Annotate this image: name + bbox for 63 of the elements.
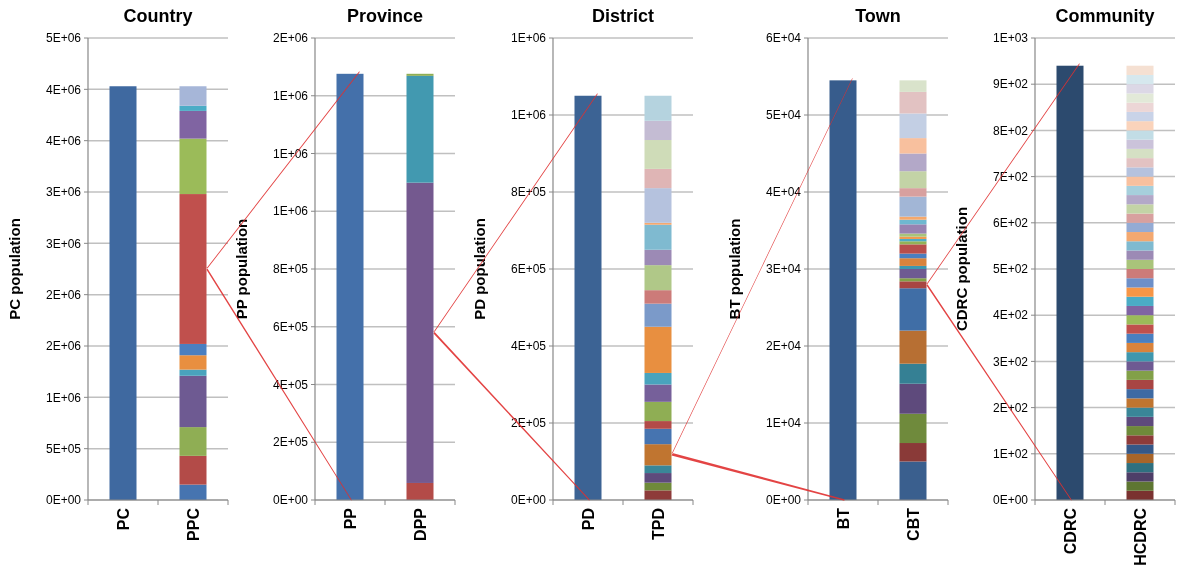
- x-tick-label: HCDRC: [1131, 507, 1149, 566]
- y-tick-label: 2E+02: [992, 400, 1029, 415]
- chart-title: Country: [123, 6, 193, 26]
- x-tick-label: CDRC: [1061, 507, 1079, 555]
- y-tick-label: 6E+05: [272, 319, 309, 334]
- y-tick-label: 4E+06: [45, 82, 82, 97]
- x-tick-label: BT: [834, 507, 852, 530]
- y-tick-label: 8E+05: [510, 185, 547, 200]
- y-tick-label: 9E+02: [992, 77, 1029, 92]
- y-tick-label: 6E+04: [765, 31, 802, 46]
- chart-title: District: [591, 6, 655, 26]
- y-tick-label: 3E+06: [45, 236, 82, 251]
- y-tick-label: 5E+02: [992, 262, 1029, 277]
- y-tick-label: 0E+00: [272, 493, 309, 508]
- x-tick-label: PD: [579, 508, 597, 531]
- y-tick-label: 1E+06: [272, 146, 309, 161]
- x-tick-label: CBT: [904, 507, 922, 541]
- y-tick-label: 0E+00: [765, 493, 802, 508]
- x-tick-label: DPP: [411, 507, 429, 541]
- y-tick-label: 8E+05: [272, 262, 309, 277]
- y-tick-label: 4E+06: [45, 133, 82, 148]
- y-tick-label: 4E+05: [510, 339, 547, 354]
- y-tick-label: 1E+06: [510, 108, 547, 123]
- y-tick-label: 1E+06: [510, 31, 547, 46]
- y-tick-label: 7E+02: [992, 169, 1029, 184]
- y-axis-title: PP population: [233, 218, 250, 320]
- y-tick-label: 2E+06: [272, 31, 309, 46]
- y-tick-label: 0E+00: [510, 493, 547, 508]
- y-tick-label: 1E+03: [992, 31, 1029, 46]
- y-tick-label: 4E+05: [272, 377, 309, 392]
- y-axis-title: PC population: [6, 218, 23, 320]
- y-tick-label: 4E+04: [765, 185, 802, 200]
- x-tick-label: PC: [114, 507, 132, 531]
- y-tick-label: 3E+06: [45, 185, 82, 200]
- y-tick-label: 6E+02: [992, 216, 1029, 230]
- chart-title: Province: [346, 6, 424, 26]
- y-tick-label: 3E+02: [992, 354, 1029, 369]
- y-tick-label: 2E+04: [765, 339, 802, 354]
- y-tick-label: 5E+05: [45, 441, 82, 456]
- y-tick-label: 8E+02: [992, 123, 1029, 138]
- y-tick-label: 5E+04: [765, 108, 802, 123]
- y-tick-label: 2E+05: [272, 435, 309, 450]
- y-tick-label: 6E+05: [510, 262, 547, 277]
- y-tick-label: 1E+06: [272, 204, 309, 219]
- x-tick-label: PPC: [184, 507, 202, 541]
- y-axis-title: CDRC population: [953, 206, 970, 332]
- y-tick-label: 4E+02: [992, 308, 1029, 323]
- y-tick-label: 2E+06: [45, 339, 82, 354]
- y-tick-label: 0E+00: [45, 493, 82, 508]
- y-tick-label: 1E+06: [272, 88, 309, 103]
- chart-title: Town: [855, 6, 901, 26]
- y-axis-title: BT population: [726, 218, 743, 320]
- y-tick-label: 5E+06: [45, 31, 82, 46]
- y-tick-label: 1E+04: [765, 416, 802, 431]
- y-tick-label: 3E+04: [765, 262, 802, 277]
- x-tick-label: PP: [341, 507, 359, 530]
- y-tick-label: 0E+00: [992, 493, 1029, 508]
- y-tick-label: 1E+02: [992, 447, 1029, 461]
- y-tick-label: 2E+06: [45, 287, 82, 302]
- chart-title: Community: [1055, 6, 1155, 26]
- x-tick-label: TPD: [649, 508, 667, 540]
- y-axis-title: PD population: [471, 218, 488, 320]
- y-tick-label: 1E+06: [45, 390, 82, 405]
